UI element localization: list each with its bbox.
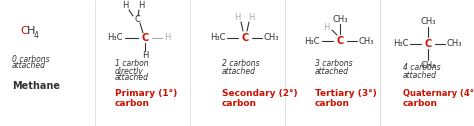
Text: CH₃: CH₃ [420, 18, 436, 26]
Text: C: C [141, 33, 149, 43]
Text: H: H [27, 26, 36, 36]
Text: 4 carbons: 4 carbons [403, 64, 441, 72]
Text: C: C [424, 39, 432, 49]
Text: C: C [20, 26, 28, 36]
Text: Secondary (2°): Secondary (2°) [222, 89, 298, 99]
Text: 4: 4 [34, 30, 39, 39]
Text: 1 carbon: 1 carbon [115, 59, 149, 69]
Text: attached: attached [12, 61, 46, 71]
Text: H: H [323, 23, 329, 32]
Text: carbon: carbon [403, 100, 438, 108]
Text: attached: attached [315, 67, 349, 75]
Text: H: H [234, 13, 240, 23]
Text: H₃C: H₃C [107, 34, 123, 42]
Text: attached: attached [222, 67, 256, 75]
Text: Primary (1°): Primary (1°) [115, 89, 177, 99]
Text: 3 carbons: 3 carbons [315, 59, 353, 69]
Text: CH₃: CH₃ [332, 14, 348, 24]
Text: H: H [122, 2, 128, 10]
Text: attached: attached [403, 71, 437, 80]
Text: H: H [164, 34, 170, 42]
Text: carbon: carbon [315, 100, 350, 108]
Text: directly: directly [115, 67, 144, 75]
Text: CH₃: CH₃ [358, 37, 374, 45]
Text: C: C [134, 15, 140, 24]
Text: H₃C: H₃C [210, 34, 226, 42]
Text: CH₃: CH₃ [263, 34, 279, 42]
Text: H: H [138, 2, 144, 10]
Text: carbon: carbon [222, 100, 257, 108]
Text: Methane: Methane [12, 81, 60, 91]
Text: Quaternary (4°): Quaternary (4°) [403, 89, 474, 99]
Text: CH₃: CH₃ [446, 39, 462, 49]
Text: C: C [241, 33, 249, 43]
Text: H₃C: H₃C [304, 37, 320, 45]
Text: H: H [142, 52, 148, 60]
Text: 0 carbons: 0 carbons [12, 55, 50, 64]
Text: 2 carbons: 2 carbons [222, 59, 260, 69]
Text: attached: attached [115, 73, 149, 83]
Text: CH₃: CH₃ [420, 61, 436, 71]
Text: C: C [337, 36, 344, 46]
Text: Tertiary (3°): Tertiary (3°) [315, 89, 377, 99]
Text: carbon: carbon [115, 100, 150, 108]
Text: H: H [248, 13, 254, 23]
Text: H₃C: H₃C [393, 39, 409, 49]
